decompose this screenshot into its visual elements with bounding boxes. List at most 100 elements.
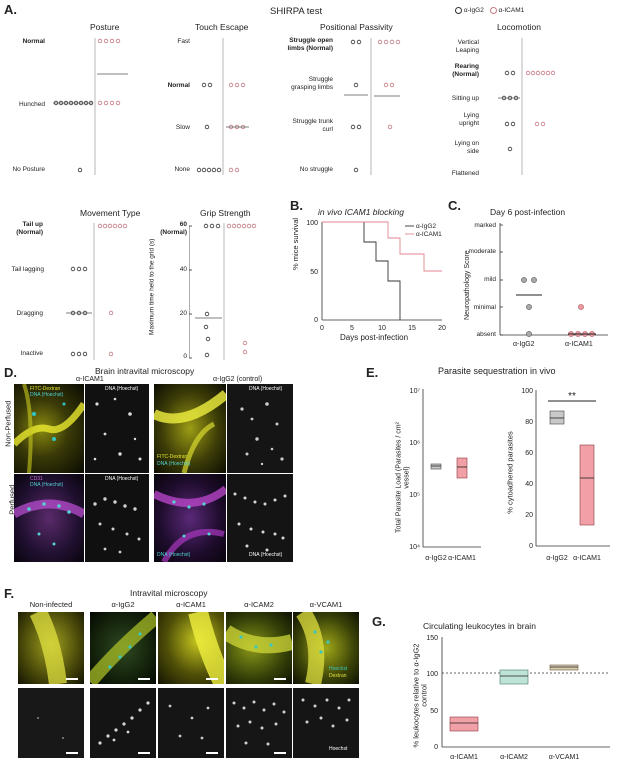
micro-d-igg2-perf-cd31: DNA (Hoechst) <box>154 474 226 562</box>
micro-f-noninf-top <box>18 612 84 684</box>
grip-plot <box>189 223 257 360</box>
touch-level-slow: Slow <box>175 124 190 131</box>
panel-d-col-icam1: α-ICAM1 <box>76 376 104 383</box>
label-cd31: CD31 <box>30 476 43 482</box>
legend-igg2-marker <box>455 7 462 14</box>
panel-f-col-icam1: α-ICAM1 <box>176 600 206 609</box>
panel-a-title: SHIRPA test <box>270 6 323 17</box>
move-level-lagging: Tail lagging <box>11 266 44 273</box>
load-cat-icam1: α-ICAM1 <box>448 555 476 562</box>
label-dna-2: DNA (Hoechst) <box>105 386 139 392</box>
panel-f-col-igg2: α-IgG2 <box>111 600 135 609</box>
leuko-tick-150: 150 <box>426 635 438 642</box>
panel-d-col-igg2: α-IgG2 (control) <box>213 376 263 383</box>
posture-icam1-points <box>97 38 121 106</box>
panel-d-letter: D. <box>4 365 17 380</box>
load-tick-5: 10⁵ <box>409 492 420 499</box>
panel-b-title: in vivo ICAM1 blocking <box>318 207 404 217</box>
passivity-level-open: Struggle open limbs (Normal) <box>287 37 333 52</box>
micro-d-icam1-perf-dna: DNA (Hoechst) <box>85 474 149 562</box>
panel-f-col-vcam1: α-VCAM1 <box>309 600 343 609</box>
leuko-tick-100: 100 <box>426 671 438 678</box>
cytoadhered-ylabel: % cytoadhered parasites <box>505 431 515 514</box>
grip-tick-20: 20 <box>179 310 187 317</box>
micro-f-icam2-bottom <box>226 688 292 758</box>
load-tick-4: 10⁴ <box>409 544 420 551</box>
neuro-level-absent: absent <box>476 331 496 338</box>
micro-d-icam1-nonperf-dna: DNA (Hoechst) <box>85 384 149 473</box>
label-dna-3: DNA (Hoechst) <box>157 461 191 467</box>
neuro-level-minimal: minimal <box>473 304 496 311</box>
label-dna-8: DNA (Hoechst) <box>249 552 283 558</box>
neuro-plot <box>499 223 608 337</box>
passivity-level-grasp: Struggle grasping limbs <box>291 76 333 91</box>
svg-text:15: 15 <box>408 325 416 332</box>
svg-text:60: 60 <box>525 450 533 457</box>
posture-igg2-points <box>53 100 94 173</box>
panel-f-title: Intravital microscopy <box>130 588 208 598</box>
neuro-cat-igg2: α-IgG2 <box>513 341 535 348</box>
label-hoechst-top: Hoechst <box>329 666 348 672</box>
survival-ytick-50: 50 <box>310 269 318 276</box>
panel-f-letter: F. <box>4 586 15 601</box>
passivity-level-none: No struggle <box>299 166 333 173</box>
grip-tick-40: 40 <box>179 266 187 273</box>
loco-level-leap: Vertical Leaping <box>455 39 479 54</box>
svg-text:0: 0 <box>320 325 324 332</box>
locomotion-title: Locomotion <box>497 22 541 32</box>
touch-plot <box>196 38 249 175</box>
parasite-load-plot: 10⁷ 10⁶ 10⁵ 10⁴ α-IgG2 α-ICAM1 <box>409 388 481 562</box>
survival-plot: 100 50 0 0 5 10 15 20 α-IgG2 α-ICAM1 <box>306 220 446 332</box>
posture-level-normal: Normal <box>22 38 45 45</box>
legend-icam1-marker <box>489 7 497 14</box>
micro-f-icam1-bottom <box>158 688 224 758</box>
neuro-level-marked: marked <box>474 222 496 229</box>
label-dextran-top: Dextran <box>329 673 347 679</box>
cytoadhered-plot: 100 80 60 40 20 0 ** α-IgG2 α-ICAM1 <box>521 388 610 562</box>
posture-plot <box>53 38 128 175</box>
svg-text:100: 100 <box>521 388 533 395</box>
panel-f-col-icam2: α-ICAM2 <box>244 600 274 609</box>
touch-level-normal: Normal <box>167 82 190 89</box>
svg-text:80: 80 <box>525 419 533 426</box>
touch-level-fast: Fast <box>177 38 190 45</box>
leuko-cat-icam1: α-ICAM1 <box>450 754 478 761</box>
loco-level-flat: Flattened <box>451 170 479 177</box>
movement-title: Movement Type <box>80 208 141 218</box>
neuro-level-moderate: moderate <box>468 248 496 255</box>
panel-g-letter: G. <box>372 614 386 629</box>
grip-title: Grip Strength <box>200 208 251 218</box>
neuro-cat-icam1: α-ICAM1 <box>565 341 593 348</box>
cyto-bar-igg2 <box>549 410 565 425</box>
load-cat-igg2: α-IgG2 <box>425 555 447 562</box>
load-tick-7: 10⁷ <box>410 388 421 395</box>
micro-d-icam1-perf-cd31: CD31 DNA (Hoechst) <box>14 474 84 562</box>
panel-c-title: Day 6 post-infection <box>490 207 566 217</box>
micro-f-vcam1-top: Hoechst Dextran <box>293 612 359 684</box>
micro-f-igg2-top <box>90 612 156 684</box>
survival-igg2-line <box>322 221 401 320</box>
leuko-cat-vcam1: α-VCAM1 <box>549 754 580 761</box>
movement-plot <box>66 223 128 360</box>
survival-xlabel: Days post-infection <box>340 333 409 342</box>
significance-marker: ** <box>568 391 576 402</box>
survival-ytick-0: 0 <box>314 317 318 324</box>
svg-text:20: 20 <box>525 512 533 519</box>
leuko-bar-icam1 <box>449 716 479 732</box>
legend-icam1-label: α-ICAM1 <box>498 7 525 15</box>
svg-text:20: 20 <box>438 325 446 332</box>
cyto-bar-icam1 <box>579 444 595 526</box>
panel-e-title: Parasite sequestration in vivo <box>438 366 556 376</box>
svg-text:5: 5 <box>350 325 354 332</box>
panel-e-letter: E. <box>366 365 379 380</box>
passivity-plot <box>344 38 401 175</box>
touch-level-none: None <box>174 166 190 173</box>
svg-text:0: 0 <box>529 543 533 550</box>
panel-g-title: Circulating leukocytes in brain <box>423 621 536 631</box>
micro-d-igg2-nonperf-fitc: FITC-Dextran DNA (Hoechst) <box>154 384 226 473</box>
loco-level-side: Lying on side <box>454 140 479 155</box>
posture-title: Posture <box>90 22 120 32</box>
passivity-title: Positional Passivity <box>320 22 393 32</box>
panel-d-row-nonperfused: Non-Perfused <box>3 400 13 447</box>
micro-f-vcam1-bottom: Hoechst <box>293 688 359 758</box>
